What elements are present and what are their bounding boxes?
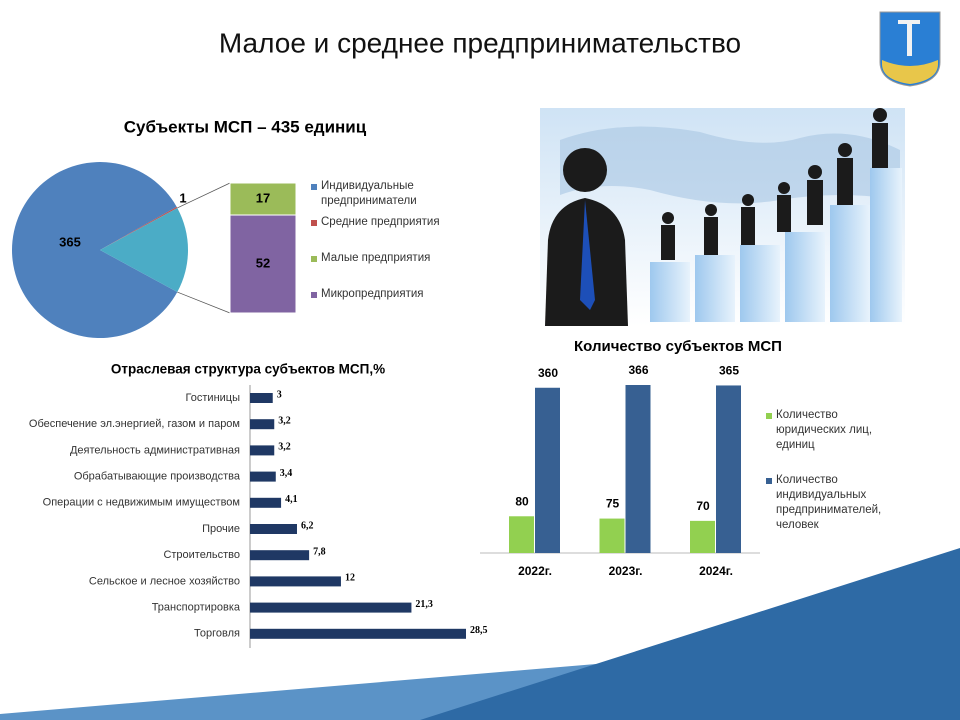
pie-slice xyxy=(100,207,189,293)
bar xyxy=(250,471,276,482)
bar xyxy=(250,419,275,430)
legend-swatch xyxy=(311,256,317,262)
data-label: 80 xyxy=(515,494,529,508)
legend-label: Микропредприятия xyxy=(321,288,424,300)
data-label: 366 xyxy=(628,363,648,377)
bar xyxy=(535,387,560,553)
chart-title: Субъекты МСП – 435 единиц xyxy=(124,117,367,136)
legend-label: Количество индивидуальных предпринимател… xyxy=(776,474,882,531)
legend-label: Малые предприятия xyxy=(321,252,431,264)
bar xyxy=(250,393,273,403)
data-label: 4,1 xyxy=(285,494,298,505)
category-label: Операции с недвижимым имуществом xyxy=(43,497,240,509)
bar xyxy=(250,497,282,508)
bar xyxy=(625,385,651,553)
category-label: Гостиницы xyxy=(186,392,241,404)
category-label: Торговля xyxy=(194,628,240,640)
bar xyxy=(509,516,534,553)
category-label: 2023г. xyxy=(609,564,643,578)
business-photo xyxy=(540,108,905,326)
bar xyxy=(250,576,341,587)
data-label: 3,2 xyxy=(278,415,291,426)
bar xyxy=(250,445,275,456)
data-label: 75 xyxy=(606,497,620,511)
chart-title: Отраслевая структура субъектов МСП,% xyxy=(111,362,385,377)
legend-swatch xyxy=(311,184,317,190)
bar xyxy=(690,520,715,553)
coat-of-arms xyxy=(879,11,941,87)
bar xyxy=(599,518,625,553)
legend-swatch xyxy=(311,220,317,226)
data-label: 3,2 xyxy=(278,442,291,453)
legend-swatch xyxy=(766,413,772,419)
data-label: 7,8 xyxy=(313,546,326,557)
bar xyxy=(716,385,741,553)
data-label: 70 xyxy=(696,499,710,513)
data-label: 6,2 xyxy=(301,520,314,531)
chart-title: Количество субъектов МСП xyxy=(574,338,782,355)
category-label: Деятельность административная xyxy=(70,444,240,456)
category-label: 2022г. xyxy=(518,564,552,578)
pie-slice xyxy=(100,206,178,250)
bar-segment xyxy=(229,182,297,216)
connector xyxy=(177,291,231,314)
data-label: 21,3 xyxy=(415,599,433,610)
data-label: 365 xyxy=(59,234,81,249)
category-label: Обрабатывающие производства xyxy=(74,471,241,483)
data-label: 12 xyxy=(345,573,355,584)
legend-label: Количество юридических лиц, единиц xyxy=(776,409,873,451)
data-label: 3,4 xyxy=(280,468,293,479)
category-label: Транспортировка xyxy=(152,602,241,614)
category-label: Обеспечение эл.энергией, газом и паром xyxy=(29,418,240,430)
bar xyxy=(250,524,297,534)
category-label: Прочие xyxy=(202,523,240,535)
bar xyxy=(250,628,466,639)
data-label: 52 xyxy=(256,255,270,270)
bar-segment xyxy=(229,214,297,314)
decor-triangle xyxy=(420,548,960,720)
pie-slice xyxy=(12,162,178,339)
bar xyxy=(250,550,310,561)
data-label: 3 xyxy=(277,389,282,400)
bar xyxy=(250,602,412,613)
legend-swatch xyxy=(766,478,772,484)
category-label: 2024г. xyxy=(699,564,733,578)
legend-label: Индивидуальные предприниматели xyxy=(321,180,417,207)
data-label: 360 xyxy=(538,366,558,380)
legend-label: Средние предприятия xyxy=(321,216,440,228)
data-label: 1 xyxy=(179,190,186,205)
data-label: 17 xyxy=(256,190,270,205)
data-label: 365 xyxy=(719,364,739,378)
connector xyxy=(177,182,231,209)
legend-swatch xyxy=(311,292,317,298)
category-label: Строительство xyxy=(163,549,240,561)
category-label: Сельское и лесное хозяйство xyxy=(89,575,240,587)
slide-title: Малое и среднее предпринимательство xyxy=(219,27,741,58)
data-label: 28,5 xyxy=(470,625,488,636)
